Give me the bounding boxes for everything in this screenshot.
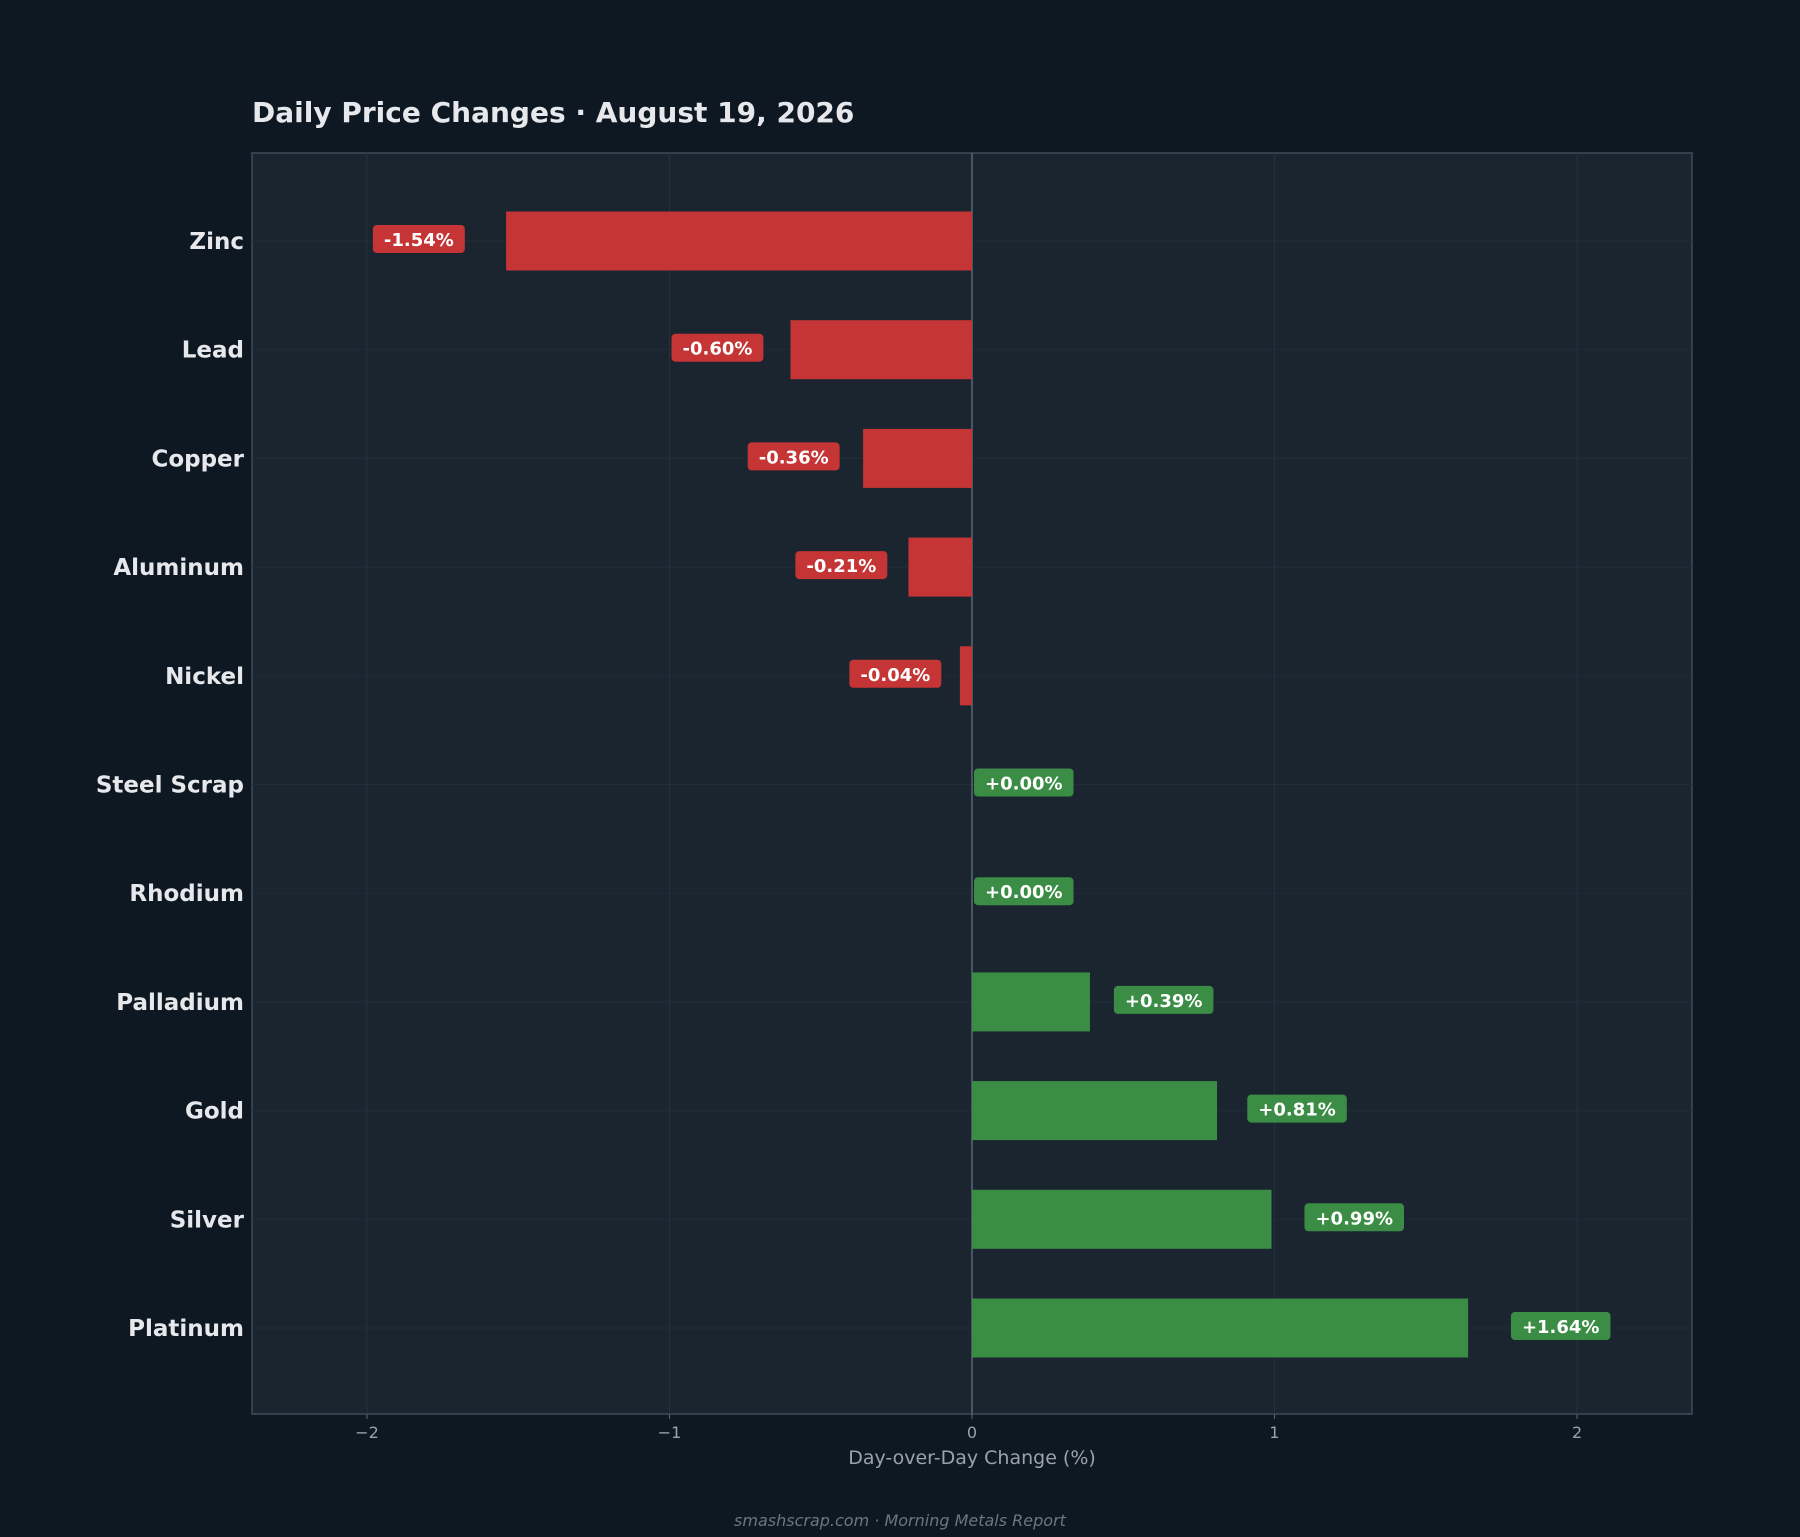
- x-tick-label-1: −1: [658, 1423, 682, 1442]
- data-label-badge: [671, 333, 764, 362]
- data-label-badge: [795, 551, 888, 580]
- data-label-group-lead: -0.60%: [671, 333, 764, 362]
- bar-platinum: [972, 1298, 1469, 1358]
- category-label-copper: Copper: [151, 446, 244, 472]
- category-label-aluminum: Aluminum: [113, 555, 244, 581]
- category-label-lead: Lead: [182, 338, 244, 364]
- data-label: -1.54%: [384, 230, 454, 251]
- bars: [506, 211, 1469, 1358]
- footer-source: smashscrap.com · Morning Metals Report: [734, 1511, 1067, 1530]
- data-label: -0.36%: [759, 447, 829, 468]
- bar-zinc: [506, 211, 972, 271]
- category-label-zinc: Zinc: [189, 229, 244, 255]
- bar-copper: [863, 428, 972, 488]
- data-labels: -1.54% -0.60% -0.36% -0.21% -0.04% +0.00% +0.0…: [372, 225, 1611, 1340]
- data-label-group-rhodium: +0.00%: [974, 877, 1074, 906]
- category-label-gold: Gold: [185, 1099, 244, 1125]
- data-label: +0.00%: [985, 774, 1063, 795]
- x-tick-label-4: 2: [1572, 1423, 1582, 1442]
- bar-palladium: [972, 972, 1090, 1032]
- category-label-platinum: Platinum: [128, 1316, 244, 1342]
- data-label-group-nickel: -0.04%: [849, 659, 942, 688]
- category-label-nickel: Nickel: [165, 664, 244, 690]
- data-label-group-steel-scrap: +0.00%: [974, 768, 1074, 797]
- data-label: -0.60%: [682, 339, 752, 360]
- data-label-group-silver: +0.99%: [1304, 1203, 1405, 1232]
- data-label: +1.64%: [1522, 1317, 1600, 1338]
- data-label-badge: [974, 877, 1074, 906]
- category-label-rhodium: Rhodium: [129, 881, 244, 907]
- data-label-group-platinum: +1.64%: [1510, 1312, 1611, 1340]
- data-label-group-gold: +0.81%: [1247, 1094, 1347, 1123]
- x-tick-labels: −2 −1 0 1 2: [355, 1414, 1582, 1442]
- data-label-badge: [1113, 985, 1214, 1014]
- data-label-badge: [974, 768, 1074, 797]
- data-label-badge: [849, 659, 942, 688]
- data-label-group-aluminum: -0.21%: [795, 551, 888, 580]
- bar-lead: [790, 320, 972, 380]
- bar-nickel: [959, 646, 972, 706]
- category-labels: Zinc Lead Copper Aluminum Nickel Steel Scrap R…: [96, 229, 245, 1342]
- data-label-group-copper: -0.36%: [747, 442, 840, 471]
- data-label: +0.00%: [985, 882, 1063, 903]
- data-label: +0.99%: [1315, 1208, 1393, 1229]
- chart-title: Daily Price Changes · August 19, 2026: [252, 96, 854, 129]
- bar-silver: [972, 1189, 1272, 1249]
- data-label: +0.39%: [1125, 991, 1203, 1012]
- data-label-badge: [1304, 1203, 1405, 1232]
- x-tick-label-2: 0: [967, 1423, 977, 1442]
- data-label-group-zinc: -1.54%: [372, 225, 465, 253]
- data-label: +0.81%: [1258, 1100, 1336, 1121]
- bar-aluminum: [908, 537, 972, 597]
- x-axis-label: Day-over-Day Change (%): [848, 1447, 1096, 1469]
- data-label-badge: [747, 442, 840, 471]
- category-label-palladium: Palladium: [116, 990, 244, 1016]
- category-label-steel-scrap: Steel Scrap: [96, 773, 244, 799]
- bar-gold: [972, 1081, 1218, 1141]
- data-label-badge: [1247, 1094, 1347, 1123]
- x-tick-label-0: −2: [355, 1423, 379, 1442]
- x-tick-label-3: 1: [1269, 1423, 1279, 1442]
- data-label-badge: [372, 225, 465, 253]
- data-label: -0.04%: [860, 665, 930, 686]
- data-label-group-palladium: +0.39%: [1113, 985, 1214, 1014]
- data-label-badge: [1510, 1312, 1611, 1340]
- category-label-silver: Silver: [170, 1207, 245, 1233]
- data-label: -0.21%: [806, 556, 876, 577]
